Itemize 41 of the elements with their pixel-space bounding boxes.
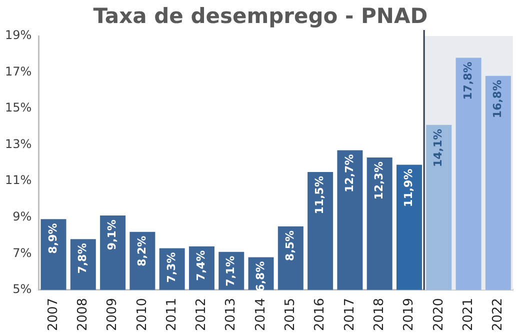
x-tick-label: 2017 bbox=[342, 298, 358, 332]
data-label: 11,9% bbox=[402, 168, 416, 207]
data-label: 11,5% bbox=[313, 176, 326, 214]
x-tick-label: 2018 bbox=[372, 298, 387, 332]
data-label: 7,8% bbox=[76, 243, 89, 274]
data-label: 6,8% bbox=[254, 261, 267, 292]
data-label: 9,1% bbox=[106, 220, 119, 250]
x-tick-label: 2013 bbox=[224, 298, 239, 332]
data-label: 7,4% bbox=[194, 250, 208, 281]
y-tick-label: 15% bbox=[5, 100, 32, 115]
data-label: 14,1% bbox=[432, 128, 445, 168]
x-tick-label: 2011 bbox=[164, 298, 180, 332]
x-tick-label: 2007 bbox=[46, 298, 61, 332]
x-tick-label: 2015 bbox=[283, 298, 298, 332]
data-label: 7,3% bbox=[164, 252, 178, 283]
x-tick-label: 2014 bbox=[253, 298, 268, 332]
y-tick-label: 19% bbox=[5, 28, 32, 42]
x-tick-label: 2009 bbox=[105, 298, 120, 332]
data-label: 8,9% bbox=[46, 223, 60, 254]
data-label: 12,7% bbox=[342, 154, 356, 192]
x-tick-label: 2020 bbox=[431, 298, 446, 332]
data-label: 8,2% bbox=[135, 236, 148, 266]
y-tick-label: 17% bbox=[5, 64, 32, 78]
y-tick-label: 7% bbox=[12, 246, 32, 260]
y-tick-label: 9% bbox=[12, 209, 32, 224]
x-tick-label: 2008 bbox=[76, 298, 91, 332]
x-tick-label: 2022 bbox=[490, 298, 506, 332]
x-tick-label: 2012 bbox=[194, 298, 210, 332]
x-tick-label: 2010 bbox=[134, 298, 150, 332]
y-tick-label: 5% bbox=[12, 282, 32, 296]
data-label: 17,8% bbox=[461, 62, 474, 100]
x-tick-label: 2019 bbox=[402, 298, 417, 332]
data-label: 12,3% bbox=[372, 162, 386, 200]
data-label: 16,8% bbox=[491, 80, 504, 118]
data-label: 8,5% bbox=[284, 230, 297, 261]
y-tick-label: 11% bbox=[5, 173, 32, 188]
data-label: 7,1% bbox=[224, 256, 238, 286]
y-tick-label: 13% bbox=[5, 136, 32, 151]
x-tick-label: 2021 bbox=[460, 298, 476, 332]
chart-title: Taxa de desemprego - PNAD bbox=[92, 4, 429, 28]
x-tick-label: 2016 bbox=[312, 298, 328, 332]
